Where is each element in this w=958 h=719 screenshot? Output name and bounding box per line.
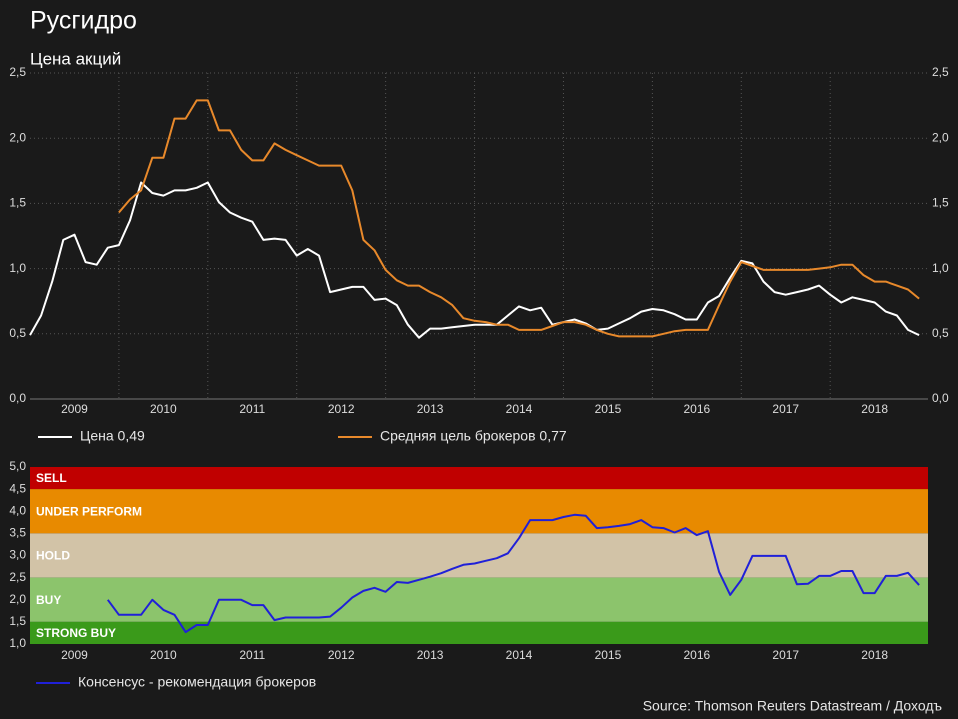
x-tick-label: 2012 (328, 648, 355, 662)
x-tick-label: 2014 (506, 648, 533, 662)
y-tick-label: 2,5 (9, 570, 26, 584)
band-label: HOLD (36, 549, 70, 563)
y2-tick-label: 1,0 (932, 261, 949, 275)
chart-title: Русгидро (30, 7, 137, 35)
band-label: SELL (36, 471, 67, 485)
legend-label: Средняя цель брокеров 0,77 (380, 428, 567, 444)
y-tick-label: 0,0 (9, 391, 26, 405)
y-tick-label: 1,5 (9, 196, 26, 210)
y2-tick-label: 2,5 (932, 65, 949, 79)
y-tick-label: 4,5 (9, 481, 26, 495)
y2-tick-label: 0,0 (932, 391, 949, 405)
y-tick-label: 5,0 (9, 459, 26, 473)
band-label: UNDER PERFORM (36, 504, 142, 518)
x-tick-label: 2011 (239, 648, 265, 662)
x-tick-label: 2011 (239, 402, 265, 416)
y-tick-label: 2,0 (9, 130, 26, 144)
x-tick-label: 2013 (417, 648, 444, 662)
chart-subtitle: Цена акций (30, 49, 121, 68)
y-tick-label: 0,5 (9, 326, 26, 340)
x-tick-label: 2018 (861, 648, 888, 662)
y-tick-label: 4,0 (9, 503, 26, 517)
y-tick-label: 1,5 (9, 614, 26, 628)
x-tick-label: 2013 (417, 402, 444, 416)
band (30, 621, 928, 644)
y-tick-label: 1,0 (9, 636, 26, 650)
y-tick-label: 3,0 (9, 548, 26, 562)
y-tick-label: 2,0 (9, 592, 26, 606)
y2-tick-label: 2,0 (932, 130, 949, 144)
series-line (29, 181, 920, 339)
band (30, 577, 928, 622)
x-tick-label: 2018 (861, 402, 888, 416)
y-tick-label: 3,5 (9, 526, 26, 540)
band-label: BUY (36, 593, 61, 607)
x-tick-label: 2010 (150, 648, 177, 662)
x-tick-label: 2015 (595, 648, 622, 662)
legend-label: Цена 0,49 (80, 428, 145, 444)
x-tick-label: 2016 (683, 648, 710, 662)
band (30, 489, 928, 534)
y2-tick-label: 0,5 (932, 326, 949, 340)
y-tick-label: 1,0 (9, 261, 26, 275)
x-tick-label: 2015 (595, 402, 622, 416)
x-tick-label: 2017 (772, 402, 799, 416)
band (30, 467, 928, 490)
x-tick-label: 2017 (772, 648, 799, 662)
band-label: STRONG BUY (36, 626, 116, 640)
band (30, 533, 928, 578)
source: Source: Thomson Reuters Datastream / Дох… (643, 698, 943, 714)
x-tick-label: 2012 (328, 402, 355, 416)
y2-tick-label: 1,5 (932, 196, 949, 210)
x-tick-label: 2016 (683, 402, 710, 416)
x-tick-label: 2014 (506, 402, 533, 416)
series-line (118, 99, 920, 338)
x-tick-label: 2009 (61, 648, 88, 662)
y-tick-label: 2,5 (9, 65, 26, 79)
x-tick-label: 2010 (150, 402, 177, 416)
legend-label: Консенсус - рекомендация брокеров (78, 674, 316, 690)
series-line (106, 513, 920, 634)
x-tick-label: 2009 (61, 402, 88, 416)
